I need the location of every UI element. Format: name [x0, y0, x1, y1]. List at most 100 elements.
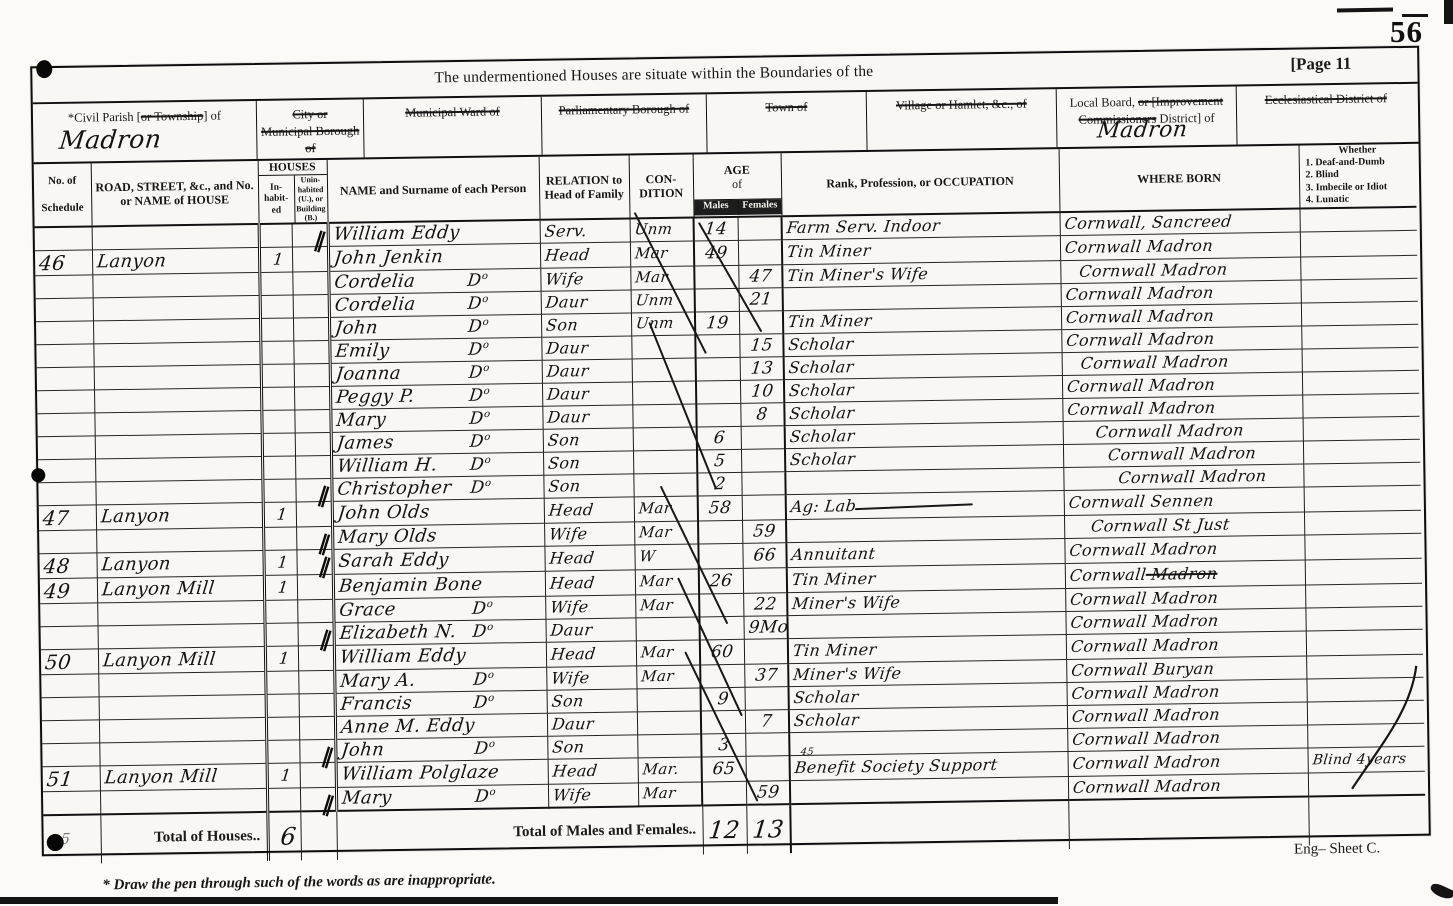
name-cell: James Do — [330, 429, 543, 456]
inhabited-cell — [264, 599, 298, 624]
name-cell: Anne M. Eddy — [334, 713, 548, 740]
uninhabited-cell — [294, 432, 332, 456]
col-header-age: AGE of Males Females — [692, 153, 782, 218]
ditto-superscript: o — [484, 477, 493, 489]
birthplace-value: Cornwall Madron — [1077, 259, 1229, 281]
ditto-superscript: o — [489, 786, 497, 798]
age-female-value: 22 — [752, 594, 778, 615]
col-header-schedule: No. of Schedule — [33, 163, 92, 228]
house-cell: Lanyon — [95, 502, 264, 530]
occupation-value: Benefit Society Support — [793, 754, 999, 777]
relation-cell: Serv. — [539, 218, 630, 244]
person-name: Christopher — [335, 477, 452, 501]
condition-cell: Mar. — [637, 756, 702, 783]
birthplace-value: Cornwall Madron — [1070, 727, 1221, 749]
occupation-value: Miner's Wife — [791, 592, 902, 613]
birthplace-value: Cornwall Madron — [1094, 420, 1245, 442]
page-number-stamp: 56 — [1390, 14, 1423, 49]
age-male-value: 58 — [707, 497, 733, 519]
ditto-mark: Do — [469, 454, 492, 475]
uninhabited-cell — [298, 693, 335, 717]
age-female-cell — [745, 755, 790, 782]
condition-cell — [636, 710, 702, 735]
ditto-mark: Do — [472, 669, 495, 690]
occupation-value: Ag: Lab — [789, 495, 858, 516]
relation-cell: Head — [539, 241, 631, 269]
condition-cell — [632, 426, 697, 451]
person-name: Cordelia — [332, 270, 416, 294]
relation-cell: Wife — [546, 665, 637, 691]
house-cell — [93, 341, 261, 367]
birthplace-value: Cornwall Madron — [1065, 397, 1217, 419]
form-title: The undermentioned Houses are situate wi… — [434, 62, 874, 87]
age-female-cell: 22 — [743, 592, 788, 617]
boundary-cell: Ecclesiastical District of — [1237, 84, 1416, 145]
ditto-superscript: o — [487, 669, 495, 681]
infirmity-cell — [1304, 533, 1422, 560]
age-male-value: 6 — [712, 427, 726, 449]
relation-value: Wife — [547, 523, 589, 544]
schedule-cell — [37, 412, 95, 437]
person-name: Mary Olds — [336, 525, 438, 549]
inhabited-cell: 1 — [264, 645, 299, 672]
inhabited-cell — [260, 340, 294, 365]
ditto-superscript: o — [486, 598, 494, 610]
age-female-cell — [737, 216, 782, 241]
ditto-superscript: o — [487, 692, 496, 704]
name-wrap: Cordelia Do — [333, 292, 536, 316]
house-cell — [92, 318, 261, 344]
schedule-cell — [40, 625, 98, 650]
person-name: John Olds — [336, 501, 431, 525]
boundary-label: Municipal Ward of — [364, 103, 541, 122]
infirmity-cell — [1302, 439, 1421, 464]
infirmity-cell — [1300, 301, 1419, 326]
ditto-superscript: o — [481, 270, 489, 282]
schedule-cell — [36, 366, 95, 391]
relation-value: Daur — [550, 713, 595, 734]
person-name: William Polglaze — [340, 761, 500, 786]
uninhabited-cell — [292, 271, 329, 295]
inhabited-cell — [261, 432, 296, 457]
house-cell — [95, 456, 263, 482]
age-female-value: 37 — [753, 665, 779, 686]
schedule-cell — [38, 481, 96, 506]
inhabited-cell: 1 — [263, 574, 298, 601]
label-part: ] of — [203, 108, 222, 123]
relation-value: Wife — [548, 596, 590, 617]
condition-value: Mar. — [641, 760, 680, 779]
relation-cell: Head — [544, 569, 636, 597]
name-wrap: Mary Do — [340, 785, 543, 809]
table-body: ∥ William Eddy Serv. Unm 14 Farm Serv. Indoor… — [34, 206, 1426, 817]
age-male-cell: 2 — [697, 472, 742, 496]
relation-cell: Son — [540, 312, 632, 338]
relation-value: Head — [548, 572, 596, 593]
birthplace-value: Cornwall Madron — [1079, 351, 1230, 373]
boundary-cell: Municipal Ward of — [363, 96, 543, 158]
name-wrap: Christopher Do — [335, 476, 539, 501]
infirmity-cell — [1302, 416, 1420, 441]
struck-label-part: City or — [292, 106, 328, 122]
handwritten-district-value: Madron — [57, 124, 163, 155]
occupation-value: Scholar — [789, 448, 857, 469]
condition-cell — [631, 380, 697, 405]
schedule-cell — [35, 297, 93, 322]
house-name: Lanyon Mill — [100, 577, 216, 601]
condition-value: Unm — [634, 314, 675, 333]
relation-value: Daur — [544, 337, 589, 358]
schedule-cell: 47 — [38, 504, 97, 531]
boundary-cell: *Civil Parish [or Township] of Madron — [32, 100, 258, 163]
name-wrap: Sarah Eddy — [337, 548, 540, 572]
schedule-cell — [42, 790, 101, 816]
name-cell: ∥ Mary Do — [319, 784, 549, 817]
birthplace-cell: Cornwall Madron — [1064, 534, 1305, 564]
infirmity-cell — [1301, 324, 1419, 349]
name-cell: Benjamin Bone — [332, 571, 546, 600]
relation-cell: Daur — [546, 711, 638, 737]
birthplace-cell: Cornwall Madron — [1067, 772, 1309, 800]
ink-flourish — [1351, 665, 1418, 790]
infirmity-cell — [1300, 255, 1418, 280]
relation-value: Head — [549, 643, 597, 664]
house-cell: Lanyon Mill — [99, 763, 267, 791]
uninhabited-cell — [292, 317, 330, 341]
infirmity-cell — [1305, 583, 1423, 608]
